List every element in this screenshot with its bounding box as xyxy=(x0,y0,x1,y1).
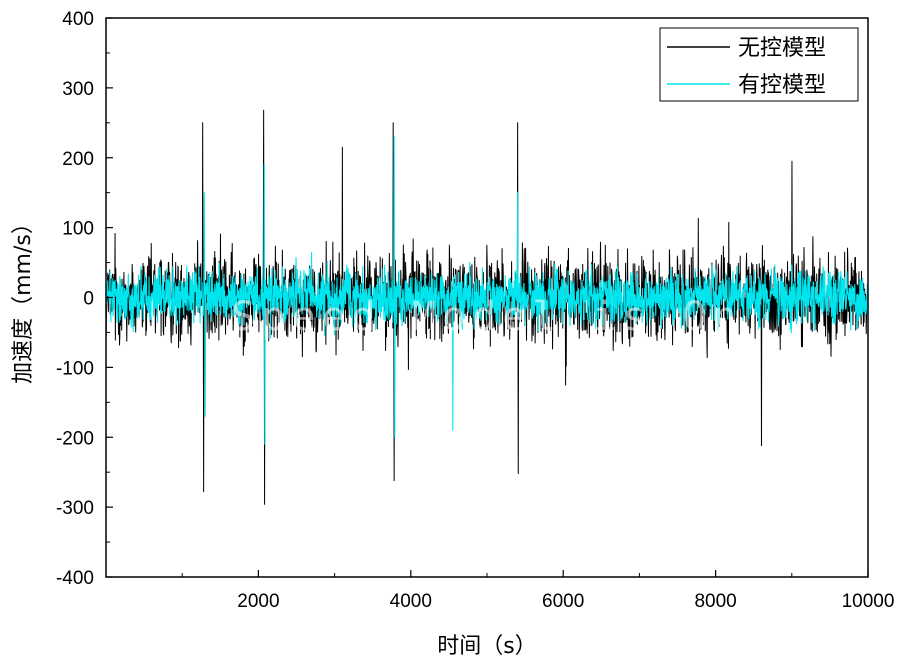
series-layer xyxy=(105,109,869,505)
y-tick-label: 200 xyxy=(62,149,94,170)
y-tick-label: 400 xyxy=(62,9,94,30)
y-tick-label: -300 xyxy=(56,498,94,519)
y-tick-label: -400 xyxy=(56,568,94,589)
y-tick-label: 0 xyxy=(83,289,94,310)
y-tick-label: -100 xyxy=(56,358,94,379)
series-line-1 xyxy=(105,136,869,445)
x-tick-label: 10000 xyxy=(842,591,895,612)
x-axis-title: 时间（s） xyxy=(437,634,536,659)
y-tick-label: -200 xyxy=(56,428,94,449)
x-tick-label: 2000 xyxy=(237,591,279,612)
legend: 无控模型 有控模型 xyxy=(659,27,859,102)
x-tick-label: 8000 xyxy=(694,591,736,612)
y-tick-labels: 400 300 200 100 0 -100 -200 -300 -400 xyxy=(56,9,94,589)
axis-ticks xyxy=(106,17,869,578)
x-tick-label: 4000 xyxy=(390,591,432,612)
legend-box xyxy=(659,27,859,102)
x-tick-labels: 2000 4000 6000 8000 10000 xyxy=(237,591,894,612)
y-axis-title: 加速度（mm/s） xyxy=(11,212,36,384)
legend-label-series-0: 无控模型 xyxy=(738,36,826,61)
y-tick-label: 100 xyxy=(62,219,94,240)
legend-label-series-1: 有控模型 xyxy=(738,73,826,98)
y-tick-label: 300 xyxy=(62,79,94,100)
x-tick-label: 6000 xyxy=(542,591,584,612)
watermark-text: Speed Model is On xyxy=(231,294,742,340)
